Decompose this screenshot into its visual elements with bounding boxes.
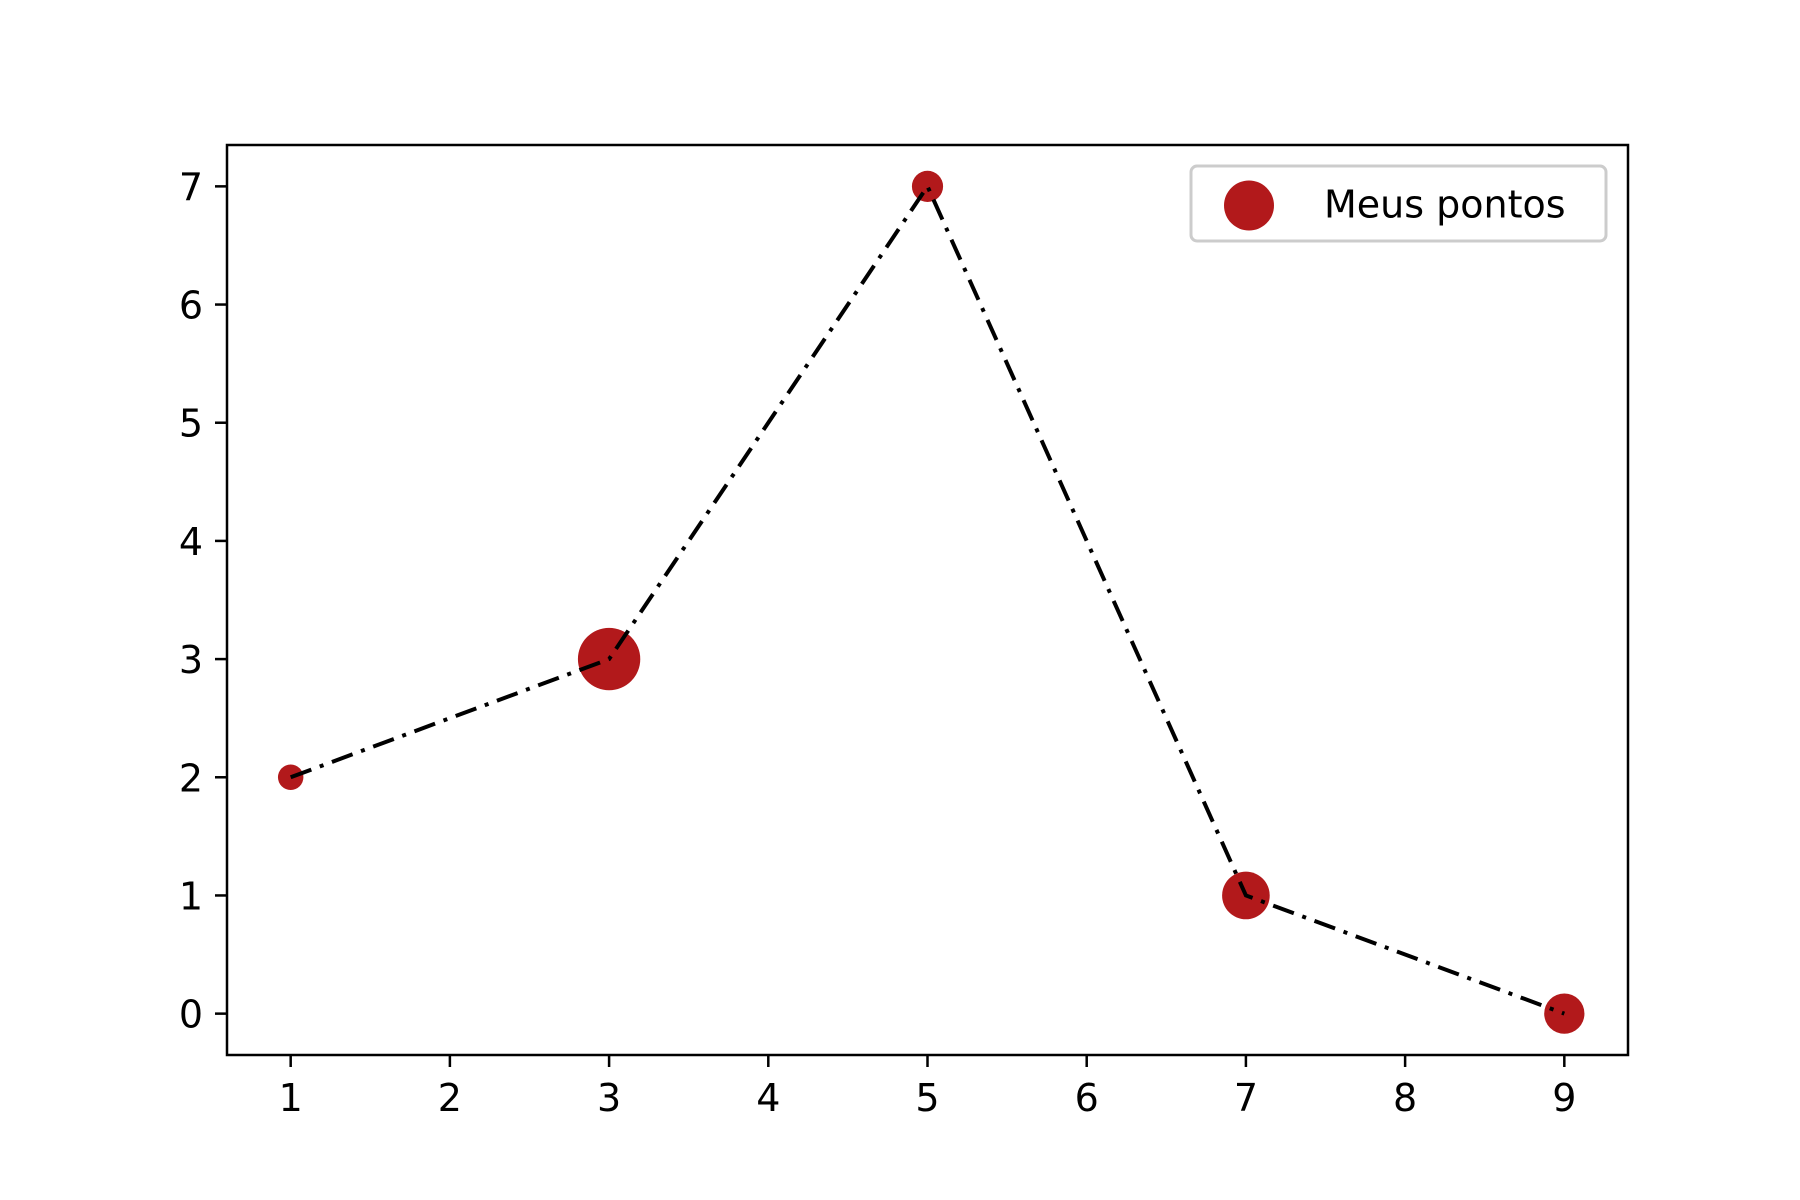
legend-box (1189, 164, 1608, 243)
x-tick-label: 9 (1552, 1076, 1576, 1120)
x-tick-label: 3 (597, 1076, 621, 1120)
y-tick-label: 6 (179, 284, 203, 328)
x-tick-label: 1 (279, 1076, 303, 1120)
data-point (911, 170, 944, 202)
series-line (289, 182, 1566, 1016)
x-tick-label: 6 (1075, 1076, 1099, 1120)
y-tick-label: 0 (179, 993, 203, 1037)
legend-label: Meus pontos (1324, 183, 1566, 227)
plot-area (277, 170, 1585, 1034)
legend-marker (1224, 180, 1274, 231)
y-tick-label: 1 (179, 874, 203, 918)
y-tick-label: 2 (179, 756, 203, 800)
y-tick-label: 4 (179, 520, 203, 564)
y-tick-label: 7 (179, 165, 203, 209)
legend: Meus pontos (1189, 164, 1608, 243)
x-tick-label: 7 (1234, 1076, 1258, 1120)
y-tick-label: 5 (179, 402, 203, 446)
x-tick-label: 2 (438, 1076, 462, 1120)
axes: 1 2 3 4 5 6 7 8 9 0 1 2 3 4 5 6 7 (179, 143, 1630, 1120)
y-tick-label: 3 (179, 638, 203, 682)
x-tick-label: 8 (1393, 1076, 1417, 1120)
x-tick-label: 4 (756, 1076, 780, 1120)
x-tick-label: 5 (915, 1076, 939, 1120)
